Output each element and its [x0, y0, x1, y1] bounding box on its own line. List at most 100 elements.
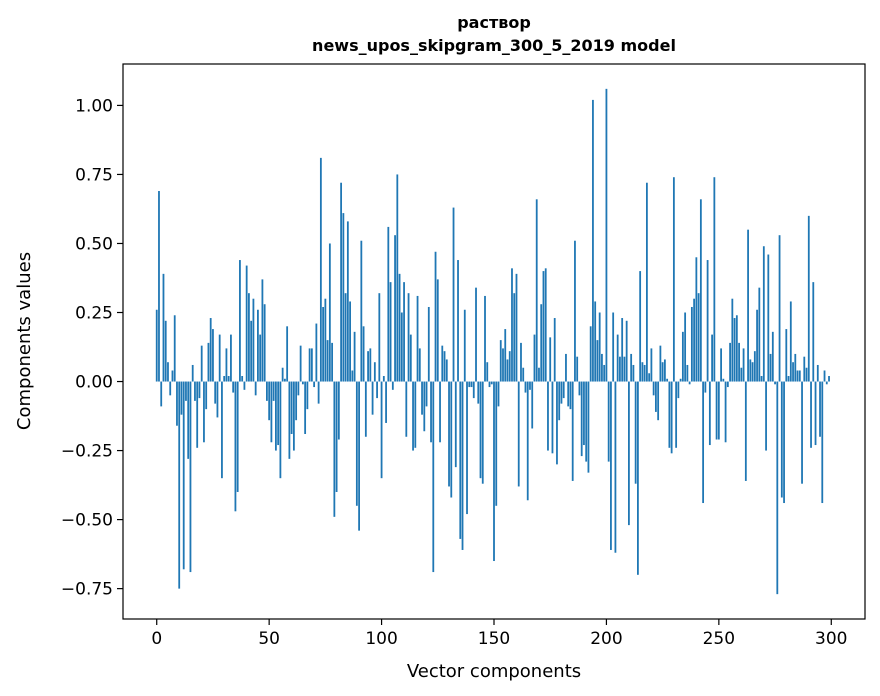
bar-298 — [825, 381, 828, 385]
bar-293 — [814, 381, 817, 446]
bar-286 — [798, 370, 801, 382]
bar-97 — [373, 362, 376, 382]
bar-165 — [526, 381, 529, 501]
bar-112 — [407, 293, 410, 382]
bar-138 — [466, 381, 468, 515]
bar-117 — [418, 348, 421, 382]
bar-38 — [241, 376, 244, 382]
bar-279 — [783, 381, 785, 504]
bar-164 — [524, 381, 527, 393]
bar-36 — [236, 381, 239, 492]
bar-180 — [560, 381, 563, 404]
bar-246 — [708, 381, 711, 446]
bar-235 — [684, 312, 687, 382]
bar-55 — [279, 381, 282, 479]
bar-133 — [454, 381, 457, 468]
bar-5 — [167, 362, 169, 382]
bar-295 — [819, 381, 821, 437]
bar-191 — [585, 381, 588, 462]
bar-135 — [459, 381, 462, 539]
bar-230 — [672, 177, 675, 382]
bar-7 — [171, 370, 174, 382]
bar-203 — [612, 312, 615, 382]
bar-14 — [187, 381, 190, 459]
bar-237 — [688, 381, 691, 385]
bar-146 — [484, 295, 486, 382]
bar-275 — [774, 381, 776, 385]
bar-63 — [297, 381, 300, 396]
bar-274 — [771, 331, 774, 382]
bar-248 — [713, 177, 716, 382]
x-tick-label-0: 0 — [151, 629, 162, 649]
bar-228 — [668, 381, 671, 448]
bar-61 — [292, 381, 295, 451]
bar-289 — [805, 367, 808, 382]
bar-96 — [371, 381, 374, 415]
bar-172 — [542, 271, 545, 382]
bar-220 — [650, 348, 653, 382]
bar-281 — [787, 376, 790, 382]
bar-253 — [724, 381, 727, 443]
bar-196 — [596, 340, 599, 382]
bar-86 — [349, 301, 351, 382]
bar-21 — [203, 381, 205, 443]
bar-266 — [753, 351, 756, 382]
bar-94 — [367, 351, 369, 382]
bar-206 — [619, 356, 621, 382]
y-tick-label-6: 0.75 — [75, 165, 113, 185]
bar-178 — [556, 381, 558, 465]
bar-110 — [403, 282, 405, 382]
bar-250 — [717, 381, 720, 440]
bar-66 — [304, 381, 307, 434]
bar-35 — [234, 381, 237, 512]
bar-200 — [605, 88, 608, 382]
bar-241 — [697, 293, 700, 382]
bar-277 — [778, 235, 781, 382]
bar-136 — [461, 381, 464, 550]
bar-56 — [281, 367, 284, 382]
y-tick-label-4: 0.25 — [75, 304, 113, 324]
bar-73 — [319, 157, 322, 382]
bar-252 — [722, 378, 725, 382]
bar-171 — [540, 304, 543, 382]
bar-201 — [607, 381, 610, 462]
bar-212 — [632, 364, 635, 382]
bar-126 — [439, 381, 441, 443]
bar-65 — [301, 381, 304, 385]
bar-284 — [794, 353, 797, 382]
bars-layer — [155, 88, 830, 595]
bar-199 — [603, 364, 606, 382]
bar-102 — [385, 381, 387, 423]
bar-108 — [398, 273, 401, 382]
bar-77 — [328, 243, 331, 382]
bar-283 — [792, 362, 794, 382]
bar-188 — [578, 381, 581, 396]
bar-24 — [209, 318, 212, 382]
bar-114 — [412, 381, 414, 451]
bar-210 — [628, 381, 630, 526]
bar-106 — [394, 235, 396, 382]
bar-144 — [479, 381, 482, 479]
bar-104 — [389, 282, 392, 382]
bar-2 — [160, 381, 163, 407]
bar-236 — [686, 364, 689, 382]
bar-90 — [358, 381, 360, 531]
bar-154 — [502, 348, 504, 382]
bar-127 — [441, 345, 444, 382]
bar-26 — [214, 381, 217, 404]
bar-137 — [463, 309, 466, 382]
bar-58 — [286, 326, 289, 382]
bar-238 — [690, 306, 693, 382]
bar-270 — [762, 246, 765, 382]
bar-92 — [362, 326, 365, 382]
bar-150 — [493, 381, 495, 562]
bar-273 — [769, 353, 772, 382]
bar-33 — [230, 334, 232, 382]
bar-67 — [306, 381, 309, 410]
bar-34 — [232, 381, 235, 393]
bar-163 — [522, 367, 525, 382]
y-tick-label-7: 1.00 — [75, 96, 113, 116]
bar-222 — [654, 381, 657, 412]
x-tick-label-5: 250 — [703, 629, 735, 649]
bar-22 — [205, 381, 208, 410]
